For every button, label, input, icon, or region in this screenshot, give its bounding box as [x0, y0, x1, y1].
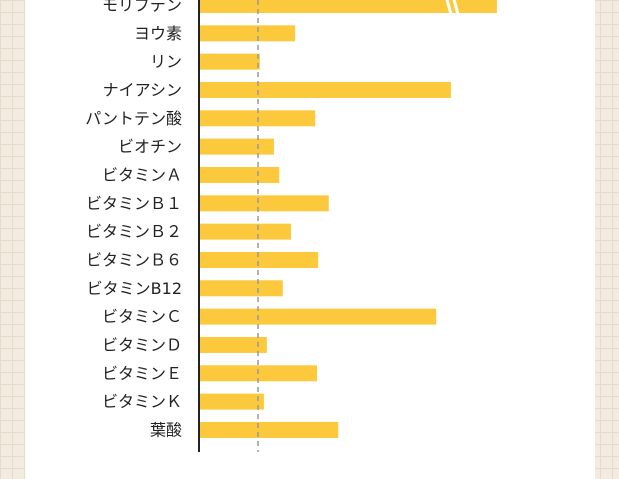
- panel: [25, 0, 595, 479]
- category-label: ビタミンＣ: [102, 307, 182, 326]
- bar: [199, 195, 329, 212]
- category-label: ビタミンＢ２: [86, 222, 182, 241]
- bar: [199, 53, 260, 70]
- category-label: ビタミンＫ: [102, 392, 182, 411]
- category-label: ビタミンＢ６: [86, 250, 182, 269]
- bar: [199, 81, 451, 98]
- category-label: ナイアシン: [103, 80, 182, 99]
- bar: [199, 25, 296, 42]
- category-label: ヨウ素: [134, 24, 182, 43]
- category-label: ビタミンＥ: [102, 364, 182, 383]
- category-label: ビタミンＢ１: [86, 194, 182, 213]
- bar: [199, 110, 316, 127]
- category-label: ビタミンB12: [87, 279, 182, 298]
- bar: [199, 0, 497, 13]
- bar: [199, 280, 283, 297]
- category-label: ビオチン: [118, 137, 182, 156]
- break-mark: [445, 0, 461, 19]
- bar: [199, 393, 264, 410]
- bar: [199, 336, 267, 353]
- category-label: ビタミンＡ: [102, 165, 182, 184]
- category-label: パントテン酸: [85, 109, 182, 128]
- category-label: モリブデン: [102, 0, 182, 15]
- category-label: リン: [150, 52, 182, 71]
- category-label: ビタミンＤ: [102, 335, 182, 354]
- bar: [199, 421, 339, 438]
- bar: [199, 138, 274, 155]
- bar: [199, 308, 437, 325]
- bar: [199, 251, 319, 268]
- bar: [199, 166, 280, 183]
- category-label: 葉酸: [150, 420, 182, 439]
- bar: [199, 223, 292, 240]
